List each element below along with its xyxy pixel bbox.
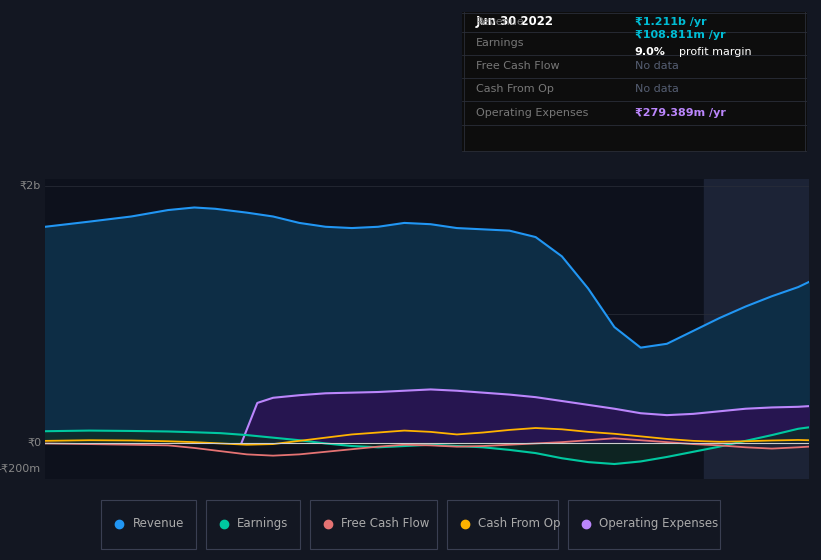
- Text: ₹108.811m /yr: ₹108.811m /yr: [635, 30, 725, 40]
- Text: ₹0: ₹0: [27, 438, 41, 448]
- Text: profit margin: profit margin: [679, 47, 752, 57]
- Text: Revenue: Revenue: [132, 517, 184, 530]
- Text: Cash From Op: Cash From Op: [476, 85, 553, 94]
- Bar: [101, 500, 195, 549]
- Text: ₹279.389m /yr: ₹279.389m /yr: [635, 108, 726, 118]
- Text: Free Cash Flow: Free Cash Flow: [342, 517, 429, 530]
- Text: Operating Expenses: Operating Expenses: [599, 517, 718, 530]
- Text: Cash From Op: Cash From Op: [478, 517, 561, 530]
- Text: Operating Expenses: Operating Expenses: [476, 108, 588, 118]
- Text: Free Cash Flow: Free Cash Flow: [476, 61, 559, 71]
- Bar: [447, 500, 558, 549]
- Bar: [310, 500, 438, 549]
- Text: Earnings: Earnings: [476, 39, 525, 49]
- Bar: [704, 179, 809, 479]
- Text: Jun 30 2022: Jun 30 2022: [476, 15, 554, 29]
- Bar: [568, 500, 720, 549]
- Text: Revenue: Revenue: [476, 17, 525, 27]
- Text: No data: No data: [635, 85, 678, 94]
- Bar: [205, 500, 300, 549]
- Text: 9.0%: 9.0%: [635, 47, 665, 57]
- Text: ₹2b: ₹2b: [20, 181, 41, 190]
- Text: No data: No data: [635, 61, 678, 71]
- Text: -₹200m: -₹200m: [0, 464, 41, 474]
- Text: Earnings: Earnings: [236, 517, 288, 530]
- Text: ₹1.211b /yr: ₹1.211b /yr: [635, 17, 706, 27]
